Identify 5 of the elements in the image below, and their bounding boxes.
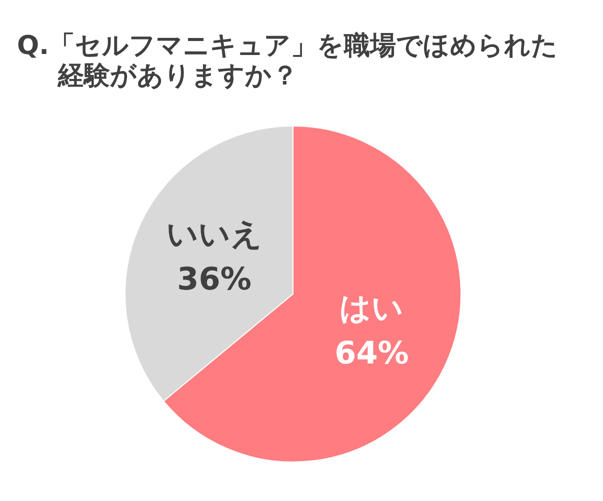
slice-label: いいえ <box>166 216 262 252</box>
chart-title: Q.「セルフマニキュア」を職場でほめられた経験がありますか？ <box>17 31 558 91</box>
data-label: 64% <box>334 336 409 372</box>
slice-label: はい <box>340 290 404 327</box>
data-label: 36% <box>177 261 252 298</box>
